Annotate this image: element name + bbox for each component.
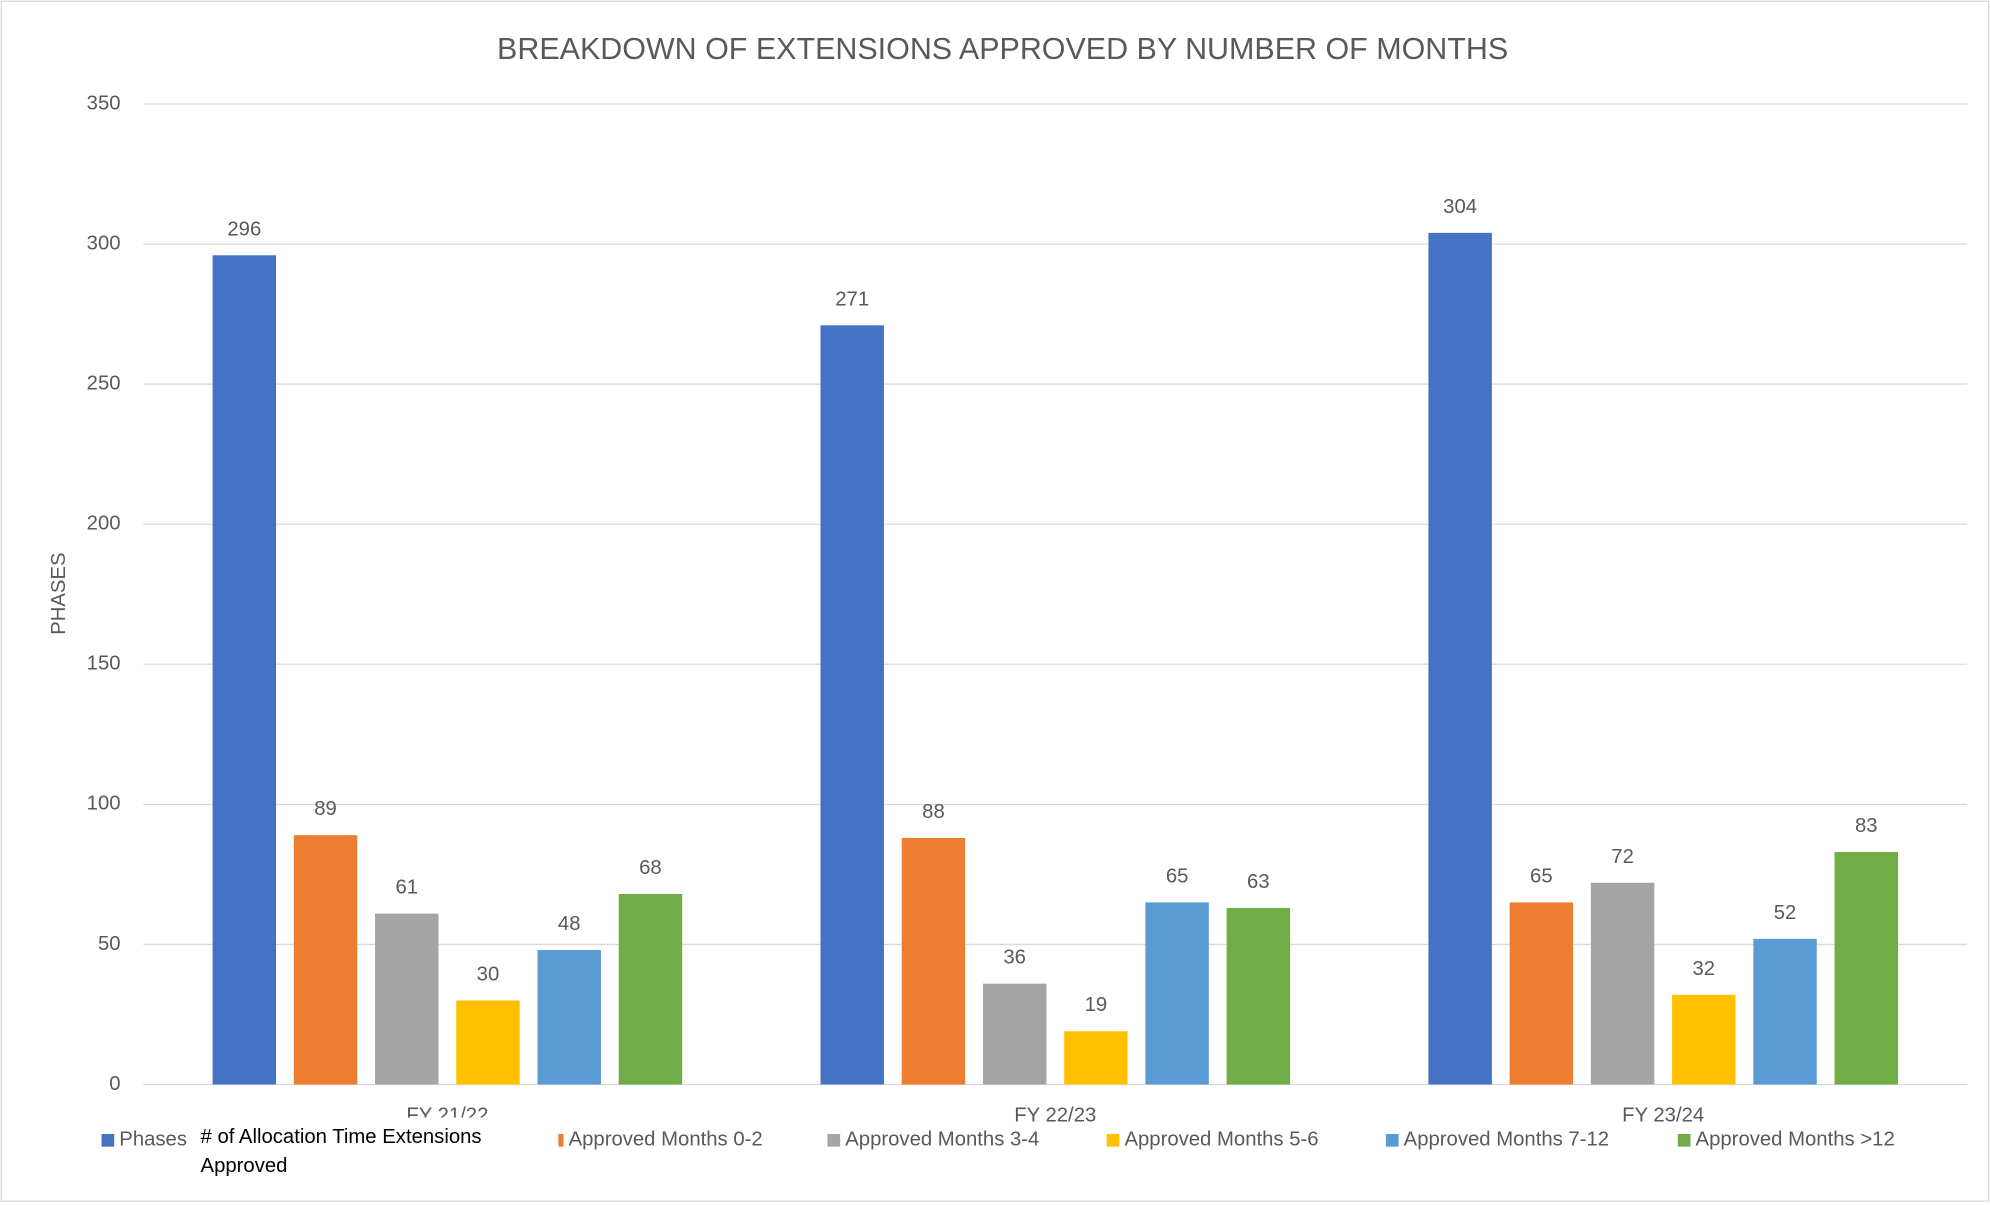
- bar: [1226, 908, 1291, 1085]
- y-tick-label: 250: [87, 373, 121, 395]
- bar: [820, 325, 884, 1085]
- y-tick-label: 150: [87, 653, 121, 675]
- legend-swatch: [1385, 1133, 1399, 1147]
- tooltip-text: # of Allocation Time Extensions Approved: [190, 1117, 559, 1181]
- bar: [618, 894, 683, 1085]
- bar: [1590, 882, 1655, 1085]
- data-label: 32: [1693, 958, 1716, 980]
- y-tick-label: 300: [87, 232, 121, 254]
- legend-label: Phases: [119, 1129, 187, 1151]
- bar: [1509, 902, 1574, 1085]
- bar: [982, 983, 1047, 1085]
- data-label: 65: [1530, 865, 1553, 887]
- bar: [1753, 938, 1817, 1085]
- data-label: 89: [314, 798, 337, 820]
- data-label: 19: [1085, 994, 1108, 1016]
- bar: [1145, 902, 1209, 1085]
- data-label: 65: [1166, 865, 1189, 887]
- data-label: 271: [835, 288, 869, 310]
- y-tick-label: 100: [87, 793, 121, 815]
- bar: [212, 255, 277, 1085]
- bar: [1672, 994, 1736, 1085]
- tooltip: # of Allocation Time Extensions Approved: [190, 1117, 559, 1181]
- legend-label: Approved Months >12: [1696, 1129, 1895, 1151]
- chart-title: BREAKDOWN OF EXTENSIONS APPROVED BY NUMB…: [497, 32, 1508, 66]
- data-label: 63: [1247, 871, 1270, 893]
- legend-label: Approved Months 7-12: [1404, 1129, 1609, 1151]
- bar: [537, 950, 601, 1085]
- y-tick-label: 350: [87, 92, 121, 114]
- data-label: 83: [1855, 815, 1878, 837]
- bar: [456, 1000, 520, 1085]
- bar: [1834, 851, 1898, 1085]
- data-label: 72: [1611, 846, 1634, 868]
- data-label: 52: [1774, 902, 1797, 924]
- data-label: 61: [395, 877, 418, 899]
- legend-label: Approved Months 3-4: [845, 1129, 1039, 1151]
- legend-swatch: [1106, 1133, 1120, 1147]
- y-tick-label: 50: [98, 933, 121, 955]
- y-tick-label: 200: [87, 513, 121, 535]
- bar: [901, 837, 966, 1085]
- legend-swatch: [827, 1133, 841, 1147]
- data-label: 304: [1443, 196, 1477, 218]
- data-label: 68: [639, 857, 662, 879]
- bar: [293, 835, 358, 1085]
- legend-label: Approved Months 5-6: [1124, 1129, 1318, 1151]
- data-label: 88: [922, 801, 945, 823]
- y-axis-label: PHASES: [48, 552, 70, 634]
- data-label: 36: [1003, 947, 1026, 969]
- bar: [375, 913, 439, 1085]
- x-tick-label: FY 22/23: [1014, 1105, 1096, 1127]
- data-label: 296: [227, 218, 261, 240]
- legend-swatch: [101, 1133, 115, 1147]
- bar: [1064, 1031, 1128, 1085]
- data-label: 48: [558, 913, 581, 935]
- bar: [1428, 232, 1492, 1085]
- y-tick-label: 0: [109, 1073, 120, 1095]
- legend-swatch: [1677, 1133, 1691, 1147]
- data-label: 30: [477, 963, 500, 985]
- legend-label: Approved Months 0-2: [569, 1129, 763, 1151]
- x-tick-label: FY 23/24: [1622, 1105, 1704, 1127]
